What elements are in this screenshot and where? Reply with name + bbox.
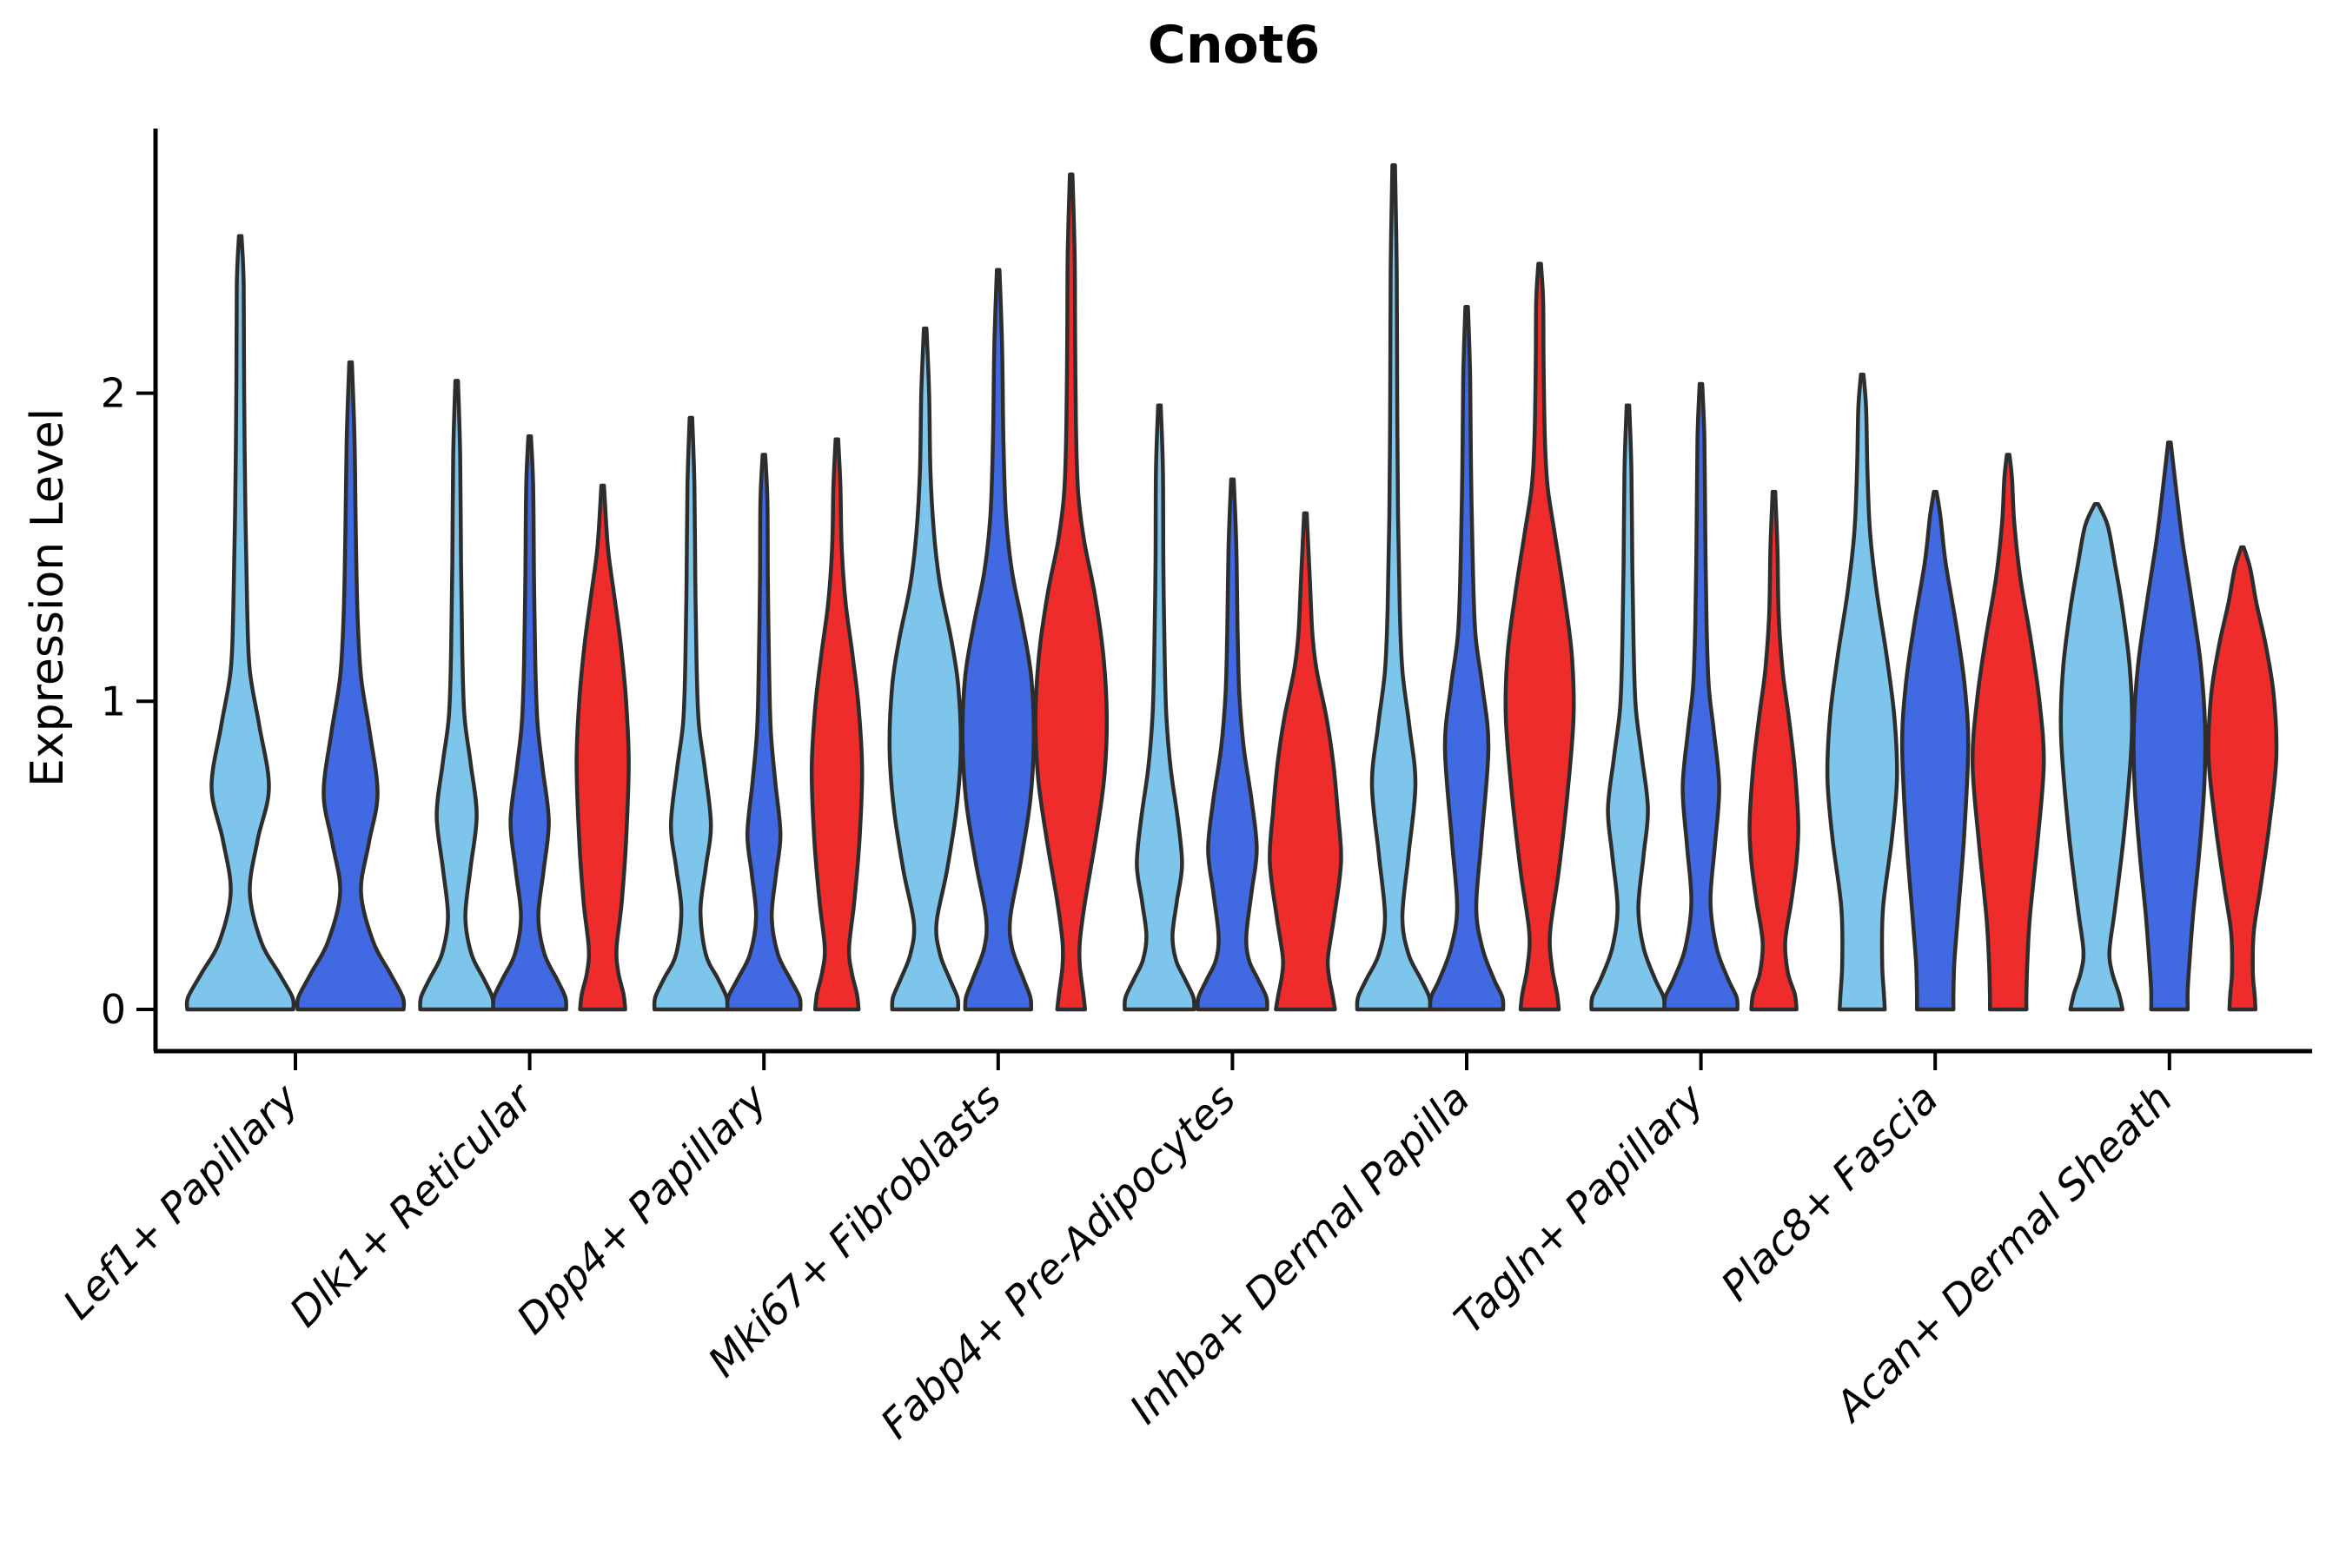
violin-acan-dermal-sheath-royal_blue <box>2131 440 2208 1012</box>
violin-mki67-fibroblasts-royal_blue <box>960 268 1037 1012</box>
y-tick-label: 0 <box>101 986 126 1033</box>
violin-dpp4-papillary-royal_blue <box>725 453 803 1012</box>
violin-dpp4-papillary-light_blue <box>652 415 730 1012</box>
violin-fabp4-pre-adipocytes-light_blue <box>1123 403 1196 1012</box>
x-tick-label-lef1-papillary: Lef1+ Papillary <box>54 1075 308 1329</box>
chart-title: Cnot6 <box>1148 15 1320 76</box>
violin-tagln-papillary-light_blue <box>1589 403 1667 1012</box>
violin-plac8-fascia-light_blue <box>1825 373 1899 1012</box>
violin-mki67-fibroblasts-red <box>1033 172 1110 1012</box>
x-tick-label-tagln-papillary: Tagln+ Papillary <box>1445 1075 1714 1344</box>
violin-fabp4-pre-adipocytes-royal_blue <box>1196 477 1269 1012</box>
violin-acan-dermal-sheath-red <box>2206 545 2279 1012</box>
violin-mki67-fibroblasts-light_blue <box>887 326 964 1012</box>
violin-dlk1-reticular-royal_blue <box>491 434 568 1012</box>
violin-tagln-papillary-red <box>1747 489 1800 1012</box>
y-axis-label: Expression Level <box>22 408 74 787</box>
x-tick-label-plac8-fascia: Plac8+ Fascia <box>1713 1075 1948 1311</box>
violin-dlk1-reticular-light_blue <box>418 379 495 1012</box>
violins <box>184 162 2279 1012</box>
y-tick-label: 2 <box>101 370 126 417</box>
violin-tagln-papillary-royal_blue <box>1662 381 1740 1012</box>
violin-plac8-fascia-red <box>1970 453 2046 1012</box>
violin-inhba-dermal-papilla-light_blue <box>1355 162 1433 1012</box>
x-tick-label-dlk1-reticular: Dlk1+ Reticular <box>281 1074 544 1337</box>
violin-fabp4-pre-adipocytes-red <box>1268 511 1343 1012</box>
violin-acan-dermal-sheath-light_blue <box>2058 502 2135 1012</box>
violin-dpp4-papillary-red <box>809 437 865 1012</box>
x-tick-label-dpp4-papillary: Dpp4+ Papillary <box>508 1075 778 1344</box>
violin-lef1-papillary-royal_blue <box>295 360 407 1012</box>
violin-lef1-papillary-light_blue <box>184 234 296 1012</box>
violin-inhba-dermal-papilla-red <box>1503 261 1576 1012</box>
violin-plac8-fascia-royal_blue <box>1899 489 1971 1012</box>
violin-inhba-dermal-papilla-royal_blue <box>1428 305 1506 1012</box>
y-tick-label: 1 <box>101 678 126 724</box>
violin-dlk1-reticular-red <box>574 483 631 1012</box>
